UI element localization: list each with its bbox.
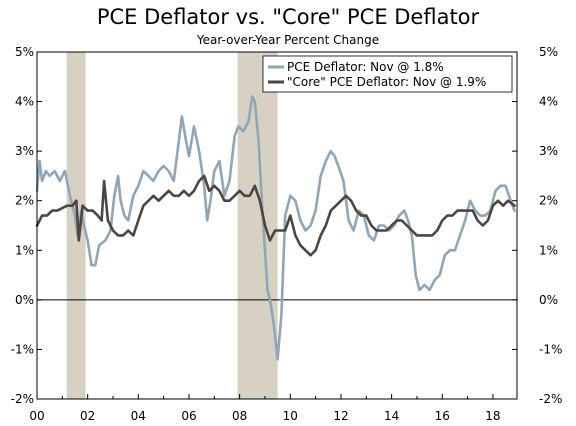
y-tick-label-left: 5%: [15, 45, 34, 59]
chart-title: PCE Deflator vs. "Core" PCE Deflator: [97, 5, 480, 29]
x-tick-label: 08: [232, 409, 247, 423]
series-group: [35, 95, 516, 361]
y-tick-label-left: -2%: [11, 392, 34, 406]
x-tick-label: 10: [283, 409, 298, 423]
chart-subtitle: Year-over-Year Percent Change: [196, 33, 379, 47]
recession-band-1: [237, 52, 278, 399]
legend-box: [262, 55, 513, 93]
recession-bands: [66, 52, 278, 399]
y-tick-label-right: 0%: [539, 293, 558, 307]
y-tick-label-right: 1%: [539, 243, 558, 257]
x-tick-label: 06: [181, 409, 196, 423]
y-axis-right: -2% -1% 0% 1% 2% 3% 4% 5%: [512, 45, 562, 406]
legend-label-pce: PCE Deflator: Nov @ 1.8%: [287, 60, 444, 74]
plot-frame: [36, 51, 518, 400]
y-tick-label-left: 4%: [15, 95, 34, 109]
y-tick-label-right: -1%: [539, 342, 562, 356]
x-tick-label: 16: [435, 409, 450, 423]
x-tick-label: 14: [384, 409, 399, 423]
y-tick-label-left: 3%: [15, 144, 34, 158]
legend: PCE Deflator: Nov @ 1.8% "Core" PCE Defl…: [262, 55, 513, 93]
y-axis-left: -2% -1% 0% 1% 2% 3% 4% 5%: [11, 45, 42, 406]
y-tick-label-left: -1%: [11, 342, 34, 356]
y-tick-label-right: 4%: [539, 95, 558, 109]
x-tick-label: 00: [29, 409, 44, 423]
y-tick-label-right: 3%: [539, 144, 558, 158]
x-tick-label: 02: [80, 409, 95, 423]
x-axis: 00 02 04 06 08 10 12 14 16 18: [29, 394, 501, 423]
x-tick-label: 12: [333, 409, 348, 423]
y-tick-label-right: 2%: [539, 194, 558, 208]
y-tick-label-left: 1%: [15, 243, 34, 257]
y-tick-label-left: 2%: [15, 194, 34, 208]
y-tick-label-left: 0%: [15, 293, 34, 307]
legend-label-core: "Core" PCE Deflator: Nov @ 1.9%: [287, 75, 486, 89]
series-line-1: [35, 174, 516, 257]
x-tick-label: 04: [131, 409, 146, 423]
y-tick-label-right: -2%: [539, 392, 562, 406]
x-tick-label: 18: [485, 409, 500, 423]
y-tick-label-right: 5%: [539, 45, 558, 59]
series-line-0: [35, 95, 516, 361]
